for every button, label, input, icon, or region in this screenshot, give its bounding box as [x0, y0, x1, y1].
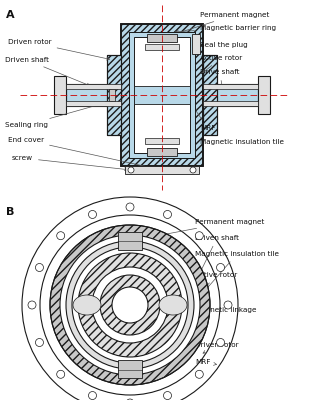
Bar — [192, 34, 200, 54]
Circle shape — [22, 197, 238, 400]
Ellipse shape — [159, 295, 187, 315]
Circle shape — [88, 392, 97, 400]
Bar — [54, 76, 66, 114]
Text: Magnetic linkage: Magnetic linkage — [164, 307, 257, 325]
Circle shape — [195, 370, 203, 378]
Text: N: N — [128, 236, 132, 241]
Bar — [145, 138, 179, 144]
Text: Driven rotor: Driven rotor — [8, 39, 110, 60]
Text: Driven shaft: Driven shaft — [195, 235, 239, 282]
Circle shape — [224, 301, 232, 309]
FancyBboxPatch shape — [118, 360, 142, 378]
Bar — [129, 32, 195, 158]
Text: S: S — [128, 242, 132, 247]
Circle shape — [164, 392, 171, 400]
Bar — [121, 24, 203, 166]
Circle shape — [66, 241, 194, 369]
Circle shape — [126, 399, 134, 400]
Bar — [147, 34, 177, 42]
Text: Active rotor: Active rotor — [184, 272, 237, 312]
Text: Magnetic insulation tile: Magnetic insulation tile — [176, 139, 284, 145]
Text: A: A — [6, 10, 15, 20]
Text: B: B — [6, 207, 14, 217]
Text: MRF: MRF — [194, 108, 215, 131]
Bar — [129, 32, 195, 158]
Bar — [107, 55, 121, 135]
Circle shape — [28, 301, 36, 309]
Bar — [109, 89, 115, 101]
Circle shape — [57, 232, 65, 240]
Text: S: S — [128, 371, 132, 376]
Bar — [121, 24, 203, 166]
Circle shape — [195, 232, 203, 240]
Bar — [147, 148, 177, 156]
Bar — [134, 37, 190, 153]
Text: Seal the plug: Seal the plug — [196, 41, 248, 48]
Text: Active rotor: Active rotor — [200, 55, 242, 73]
Text: Sealing ring: Sealing ring — [5, 101, 109, 128]
FancyBboxPatch shape — [118, 232, 142, 250]
Bar — [203, 55, 217, 135]
Circle shape — [92, 267, 168, 343]
Circle shape — [126, 203, 134, 211]
Bar — [66, 84, 121, 106]
Bar — [203, 55, 217, 135]
Text: screw: screw — [12, 155, 127, 171]
Bar — [258, 76, 270, 114]
Circle shape — [128, 167, 134, 173]
Circle shape — [88, 210, 97, 218]
Text: Permanent magnet: Permanent magnet — [165, 12, 269, 38]
Text: Permanent magnet: Permanent magnet — [138, 219, 264, 240]
Bar — [145, 44, 179, 50]
Circle shape — [35, 338, 43, 346]
Circle shape — [50, 225, 210, 385]
Circle shape — [60, 235, 200, 375]
Circle shape — [100, 275, 160, 335]
Bar — [203, 84, 258, 89]
Text: Driven rotor: Driven rotor — [195, 342, 238, 353]
Text: Driven shaft: Driven shaft — [5, 57, 90, 86]
Circle shape — [57, 370, 65, 378]
Text: MRF: MRF — [195, 359, 216, 365]
Bar — [203, 84, 258, 106]
Ellipse shape — [73, 295, 101, 315]
Text: Magnetic insulation tile: Magnetic insulation tile — [190, 251, 279, 307]
Bar — [66, 101, 121, 106]
Circle shape — [40, 215, 220, 395]
Circle shape — [216, 338, 225, 346]
Bar — [134, 86, 190, 104]
Circle shape — [78, 253, 182, 357]
Text: Drive shaft: Drive shaft — [200, 69, 239, 88]
Circle shape — [112, 287, 148, 323]
Bar — [107, 55, 121, 135]
Text: N: N — [128, 365, 132, 370]
Bar — [125, 166, 199, 174]
Circle shape — [164, 210, 171, 218]
Bar — [66, 84, 121, 89]
Text: End cover: End cover — [8, 137, 158, 170]
Circle shape — [216, 264, 225, 272]
Circle shape — [72, 247, 188, 363]
Circle shape — [190, 167, 196, 173]
Text: Magnetic barrier ring: Magnetic barrier ring — [176, 25, 276, 33]
Circle shape — [35, 264, 43, 272]
Bar — [203, 101, 258, 106]
